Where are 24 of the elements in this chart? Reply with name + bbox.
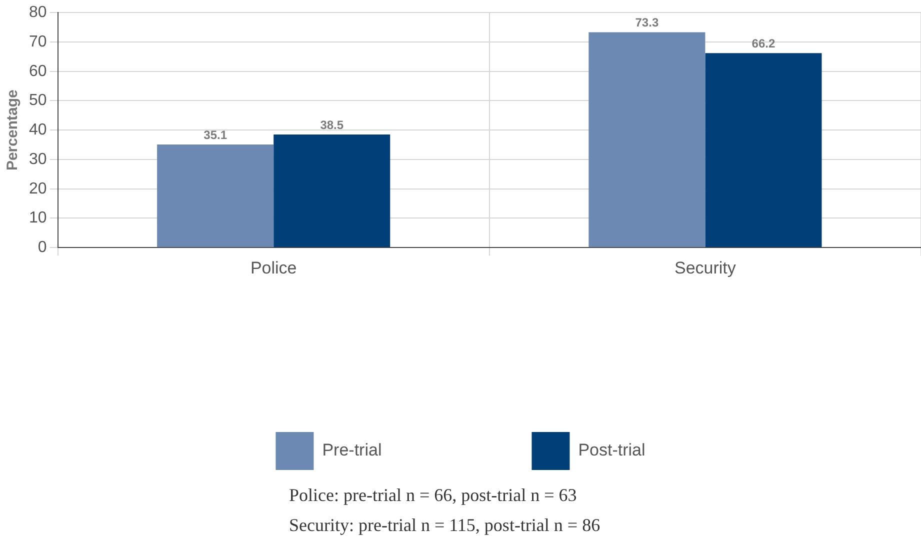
legend-label: Post-trial (578, 440, 646, 460)
y-tick-label: 0 (38, 239, 47, 256)
bar (705, 53, 822, 248)
y-tick-label: 50 (29, 92, 47, 110)
y-tick-label: 60 (29, 62, 47, 80)
bar (274, 134, 390, 248)
bar (588, 32, 706, 248)
bar (157, 144, 274, 248)
data-label: 35.1 (204, 128, 228, 142)
y-axis-title: Percentage (4, 90, 22, 171)
data-label: 38.5 (320, 118, 344, 132)
y-tick-label: 80 (29, 4, 47, 22)
data-label: 73.3 (635, 16, 659, 30)
legend-label: Pre-trial (322, 440, 382, 460)
y-tick-label: 70 (29, 33, 47, 50)
text: Police: pre-trial n = 66, post-trial n = 63 (289, 484, 578, 507)
y-tick-label: 30 (29, 150, 47, 168)
y-tick-label: 10 (29, 210, 47, 227)
text: Security: pre-trial n = 115, post-trial n = 86 (289, 514, 602, 537)
y-tick-label: 20 (29, 180, 47, 198)
x-tick-label: Police (250, 258, 297, 278)
y-tick-label: 40 (29, 122, 47, 139)
x-tick-label: Security (674, 258, 736, 278)
data-label: 66.2 (752, 36, 776, 50)
